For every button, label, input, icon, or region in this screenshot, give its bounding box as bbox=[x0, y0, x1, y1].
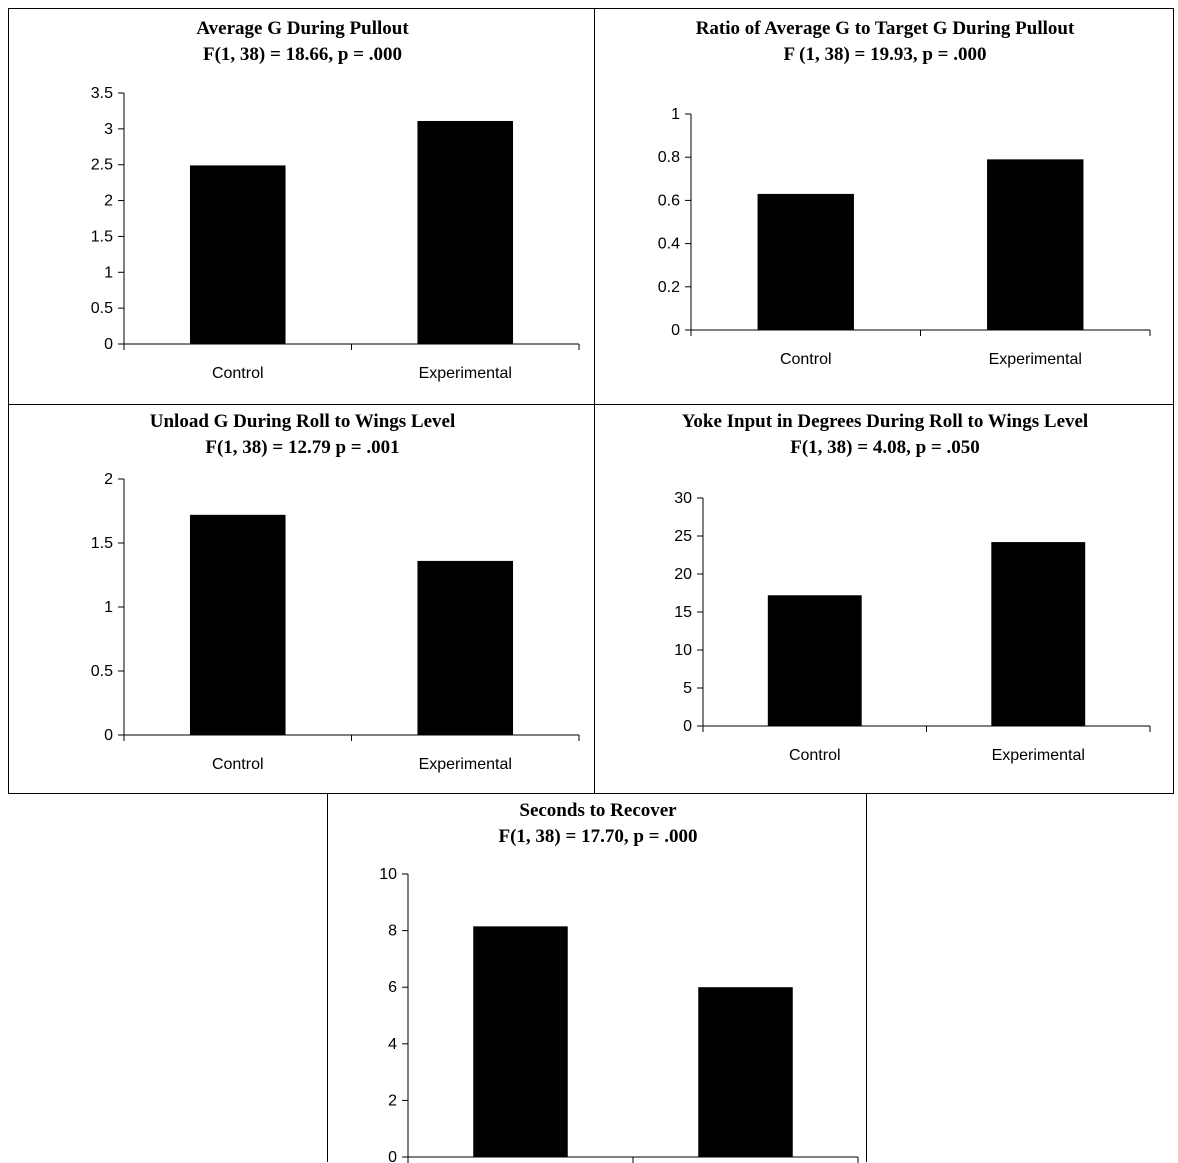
y-tick-label: 3.5 bbox=[91, 85, 113, 102]
y-tick-label: 3 bbox=[104, 121, 113, 138]
bar-control bbox=[767, 595, 862, 726]
y-tick-label: 0 bbox=[683, 718, 692, 735]
chart-unload-g: Unload G During Roll to Wings Level F(1, … bbox=[91, 411, 580, 773]
chart-title: Yoke Input in Degrees During Roll to Win… bbox=[682, 411, 1088, 432]
x-tick-label: Control bbox=[780, 351, 832, 368]
bar-control bbox=[189, 165, 286, 344]
y-tick-label: 0.6 bbox=[658, 192, 680, 209]
chart-panel-seconds-to-recover: Seconds to Recover F(1, 38) = 17.70, p = … bbox=[327, 793, 867, 1163]
chart-title: Seconds to Recover bbox=[519, 800, 677, 821]
y-tick-label: 0.5 bbox=[91, 663, 113, 680]
y-tick-label: 0.5 bbox=[91, 300, 113, 317]
chart-subtitle: F(1, 38) = 17.70, p = .000 bbox=[499, 826, 698, 847]
y-tick-label: 25 bbox=[674, 528, 692, 545]
chart-subtitle: F(1, 38) = 18.66, p = .000 bbox=[203, 44, 402, 65]
y-tick-label: 5 bbox=[683, 680, 692, 697]
bar-control bbox=[757, 193, 854, 330]
y-tick-label: 8 bbox=[388, 923, 397, 940]
y-tick-label: 2.5 bbox=[91, 157, 113, 174]
y-tick-label: 10 bbox=[674, 642, 692, 659]
y-tick-label: 15 bbox=[674, 604, 692, 621]
x-tick-label: Experimental bbox=[419, 756, 512, 773]
y-tick-label: 1 bbox=[104, 599, 113, 616]
chart-seconds-to-recover: Seconds to Recover F(1, 38) = 17.70, p = … bbox=[379, 800, 859, 1163]
chart-panel-average-g: Average G During Pullout F(1, 38) = 18.66… bbox=[8, 8, 595, 405]
y-tick-label: 1.5 bbox=[91, 535, 113, 552]
y-tick-label: 0 bbox=[388, 1149, 397, 1163]
y-tick-label: 0 bbox=[104, 727, 113, 744]
x-tick-label: Control bbox=[212, 756, 264, 773]
y-tick-label: 2 bbox=[388, 1092, 397, 1109]
x-tick-label: Experimental bbox=[989, 351, 1082, 368]
chart-panel-unload-g: Unload G During Roll to Wings Level F(1, … bbox=[8, 404, 595, 794]
y-tick-label: 1 bbox=[671, 106, 680, 123]
y-tick-label: 6 bbox=[388, 979, 397, 996]
chart-ratio-g: Ratio of Average G to Target G During Pu… bbox=[658, 18, 1151, 368]
x-tick-label: Experimental bbox=[992, 747, 1085, 764]
y-tick-label: 0.8 bbox=[658, 149, 680, 166]
bar-experimental bbox=[987, 159, 1084, 330]
bar-experimental bbox=[417, 560, 514, 735]
chart-yoke-input: Yoke Input in Degrees During Roll to Win… bbox=[674, 411, 1151, 764]
x-tick-label: Control bbox=[212, 365, 264, 382]
bar-control bbox=[189, 514, 286, 735]
chart-average-g: Average G During Pullout F(1, 38) = 18.66… bbox=[91, 18, 580, 382]
x-tick-label: Experimental bbox=[419, 365, 512, 382]
y-tick-label: 2 bbox=[104, 193, 113, 210]
y-tick-label: 0.2 bbox=[658, 279, 680, 296]
chart-title: Unload G During Roll to Wings Level bbox=[150, 411, 455, 432]
chart-subtitle: F(1, 38) = 12.79 p = .001 bbox=[205, 437, 399, 458]
bar-experimental bbox=[417, 120, 514, 345]
bar-control bbox=[473, 926, 568, 1157]
chart-subtitle: F (1, 38) = 19.93, p = .000 bbox=[783, 44, 986, 65]
y-tick-label: 2 bbox=[104, 471, 113, 488]
x-tick-label: Control bbox=[789, 747, 841, 764]
chart-title: Average G During Pullout bbox=[196, 18, 409, 39]
y-tick-label: 1 bbox=[104, 264, 113, 281]
chart-panel-ratio-g: Ratio of Average G to Target G During Pu… bbox=[594, 8, 1174, 405]
chart-subtitle: F(1, 38) = 4.08, p = .050 bbox=[790, 437, 979, 458]
chart-title: Ratio of Average G to Target G During Pu… bbox=[696, 18, 1075, 39]
y-tick-label: 20 bbox=[674, 566, 692, 583]
y-tick-label: 30 bbox=[674, 490, 692, 507]
y-tick-label: 1.5 bbox=[91, 228, 113, 245]
bar-experimental bbox=[991, 542, 1086, 726]
bar-experimental bbox=[698, 987, 793, 1157]
y-tick-label: 0 bbox=[104, 336, 113, 353]
y-tick-label: 0 bbox=[671, 322, 680, 339]
chart-panel-yoke-input: Yoke Input in Degrees During Roll to Win… bbox=[594, 404, 1174, 794]
y-tick-label: 10 bbox=[379, 866, 397, 883]
y-tick-label: 4 bbox=[388, 1036, 397, 1053]
y-tick-label: 0.4 bbox=[658, 236, 680, 253]
